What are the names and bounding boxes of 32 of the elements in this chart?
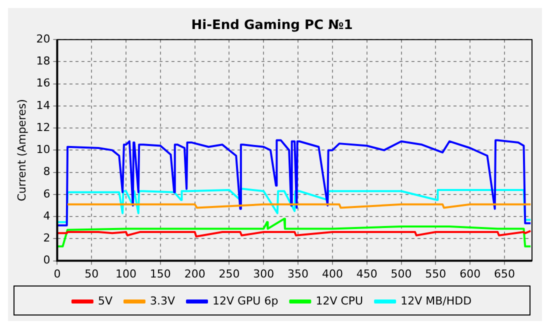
y-tick-label: 10 bbox=[36, 143, 50, 156]
x-tick-label: 500 bbox=[390, 267, 412, 280]
y-tick-label: 20 bbox=[36, 32, 50, 46]
x-tick-label: 200 bbox=[184, 267, 206, 280]
x-tick-label: 100 bbox=[116, 267, 137, 280]
x-tick-label: 350 bbox=[288, 267, 309, 280]
x-tick-label: 400 bbox=[322, 267, 343, 280]
y-tick-label: 18 bbox=[36, 54, 50, 68]
x-tick-label: 250 bbox=[218, 267, 240, 280]
legend-label: 3.3V bbox=[150, 294, 176, 308]
legend-label: 12V MB/HDD bbox=[400, 294, 472, 308]
legend-label: 5V bbox=[98, 294, 113, 308]
x-tick-label: 450 bbox=[356, 267, 378, 280]
legend-label: 12V CPU bbox=[316, 294, 364, 308]
x-tick-label: 550 bbox=[425, 267, 446, 280]
x-tick-label: 650 bbox=[494, 267, 515, 280]
y-axis-title: Current (Amperes) bbox=[15, 99, 28, 202]
y-tick-label: 2 bbox=[43, 232, 50, 245]
y-tick-label: 16 bbox=[36, 76, 50, 90]
x-tick-label: 0 bbox=[54, 267, 61, 280]
chart-title: Hi-End Gaming PC №1 bbox=[191, 18, 353, 34]
x-tick-label: 600 bbox=[460, 267, 481, 280]
y-tick-label: 14 bbox=[36, 98, 50, 112]
y-tick-label: 12 bbox=[36, 120, 50, 134]
y-tick-label: 8 bbox=[43, 165, 50, 178]
x-tick-label: 50 bbox=[84, 267, 99, 280]
y-tick-label: 0 bbox=[43, 254, 50, 267]
x-tick-label: 300 bbox=[253, 267, 274, 280]
legend-label: 12V GPU 6p bbox=[212, 294, 278, 308]
y-tick-label: 4 bbox=[43, 209, 50, 222]
y-tick-label: 6 bbox=[43, 187, 50, 200]
x-tick-label: 150 bbox=[150, 267, 171, 280]
